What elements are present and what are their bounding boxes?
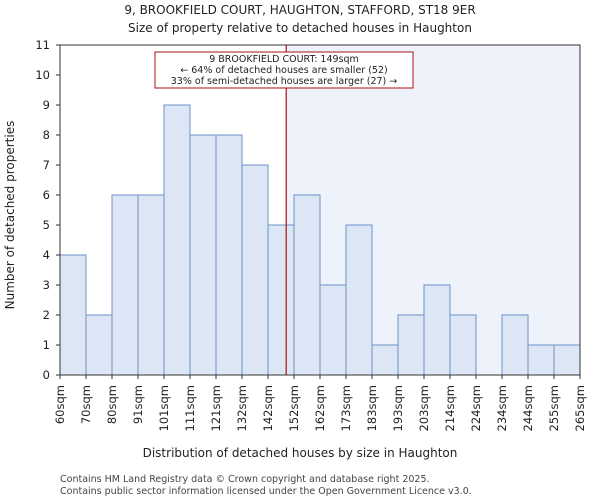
bar-244sqm [527,344,555,376]
annotation-line3: 33% of semi-detached houses are larger (… [171,76,398,87]
bar-101sqm [163,104,191,376]
annotation-frame [154,51,414,89]
y-tick-label: 9 [43,98,50,112]
y-tick-label: 7 [43,158,50,172]
x-tick-label: 121sqm [209,385,223,431]
y-tick-label: 8 [43,128,50,142]
x-tick-label: 214sqm [443,385,457,431]
x-tick-label: 60sqm [53,385,67,424]
x-tick-label: 132sqm [235,385,249,431]
bar-111sqm [189,134,217,376]
chart-title-line2: Size of property relative to detached ho… [128,21,472,35]
bar-152sqm [293,194,321,376]
footer-line1: Contains HM Land Registry data © Crown c… [60,474,430,485]
bar-183sqm [371,344,399,376]
x-tick-label: 70sqm [79,385,93,424]
x-tick-label: 173sqm [339,385,353,431]
x-tick-label: 80sqm [105,385,119,424]
bar-203sqm [423,284,451,376]
y-tick-label: 0 [43,368,50,382]
x-tick-label: 111sqm [183,385,197,431]
y-tick-label: 1 [43,338,50,352]
x-tick-label: 101sqm [157,385,171,431]
y-tick-label: 6 [43,188,50,202]
x-tick-label: 183sqm [365,385,379,431]
bar-193sqm [397,314,425,376]
y-axis-ticks: 0 1 2 3 4 5 6 7 8 9 10 11 [35,38,60,382]
x-tick-label: 142sqm [261,385,275,431]
bar-60sqm [59,254,87,376]
y-tick-label: 11 [35,38,50,52]
y-tick-label: 2 [43,308,50,322]
annotation-line1: 9 BROOKFIELD COURT: 149sqm [209,54,359,65]
x-tick-label: 265sqm [573,385,587,431]
x-tick-label: 255sqm [547,385,561,431]
chart-title-line1: 9, BROOKFIELD COURT, HAUGHTON, STAFFORD,… [124,3,475,17]
x-tick-label: 224sqm [469,385,483,431]
bars-group [59,104,581,376]
bar-121sqm [215,134,243,376]
annotation-line2: ← 64% of detached houses are smaller (52… [180,65,387,76]
x-axis-label: Distribution of detached houses by size … [143,446,458,460]
footer-line2: Contains public sector information licen… [60,486,472,497]
y-tick-label: 5 [43,218,50,232]
x-tick-label: 203sqm [417,385,431,431]
x-tick-label: 162sqm [313,385,327,431]
bar-255sqm [553,344,581,376]
bar-162sqm [319,284,347,376]
bar-214sqm [449,314,477,376]
y-tick-label: 10 [35,68,50,82]
y-tick-label: 3 [43,278,50,292]
y-tick-label: 4 [43,248,50,262]
x-tick-label: 91sqm [131,385,145,424]
x-tick-label: 234sqm [495,385,509,431]
x-tick-label: 244sqm [521,385,535,431]
bar-234sqm [501,314,529,376]
plot-frame [59,44,581,376]
bar-80sqm [111,194,139,376]
x-tick-label: 152sqm [287,385,301,431]
bar-132sqm [241,164,269,376]
bar-173sqm [345,224,373,376]
x-axis-ticks: 60sqm 70sqm 80sqm 91sqm 101sqm 111sqm 121sqm 13… [53,375,587,431]
y-axis-label: Number of detached properties [3,121,17,310]
annotation-box: 9 BROOKFIELD COURT: 149sqm ← 64% of deta… [154,51,414,89]
bar-91sqm [137,194,165,376]
bar-142sqm [267,224,295,376]
bar-70sqm [85,314,113,376]
x-tick-label: 193sqm [391,385,405,431]
